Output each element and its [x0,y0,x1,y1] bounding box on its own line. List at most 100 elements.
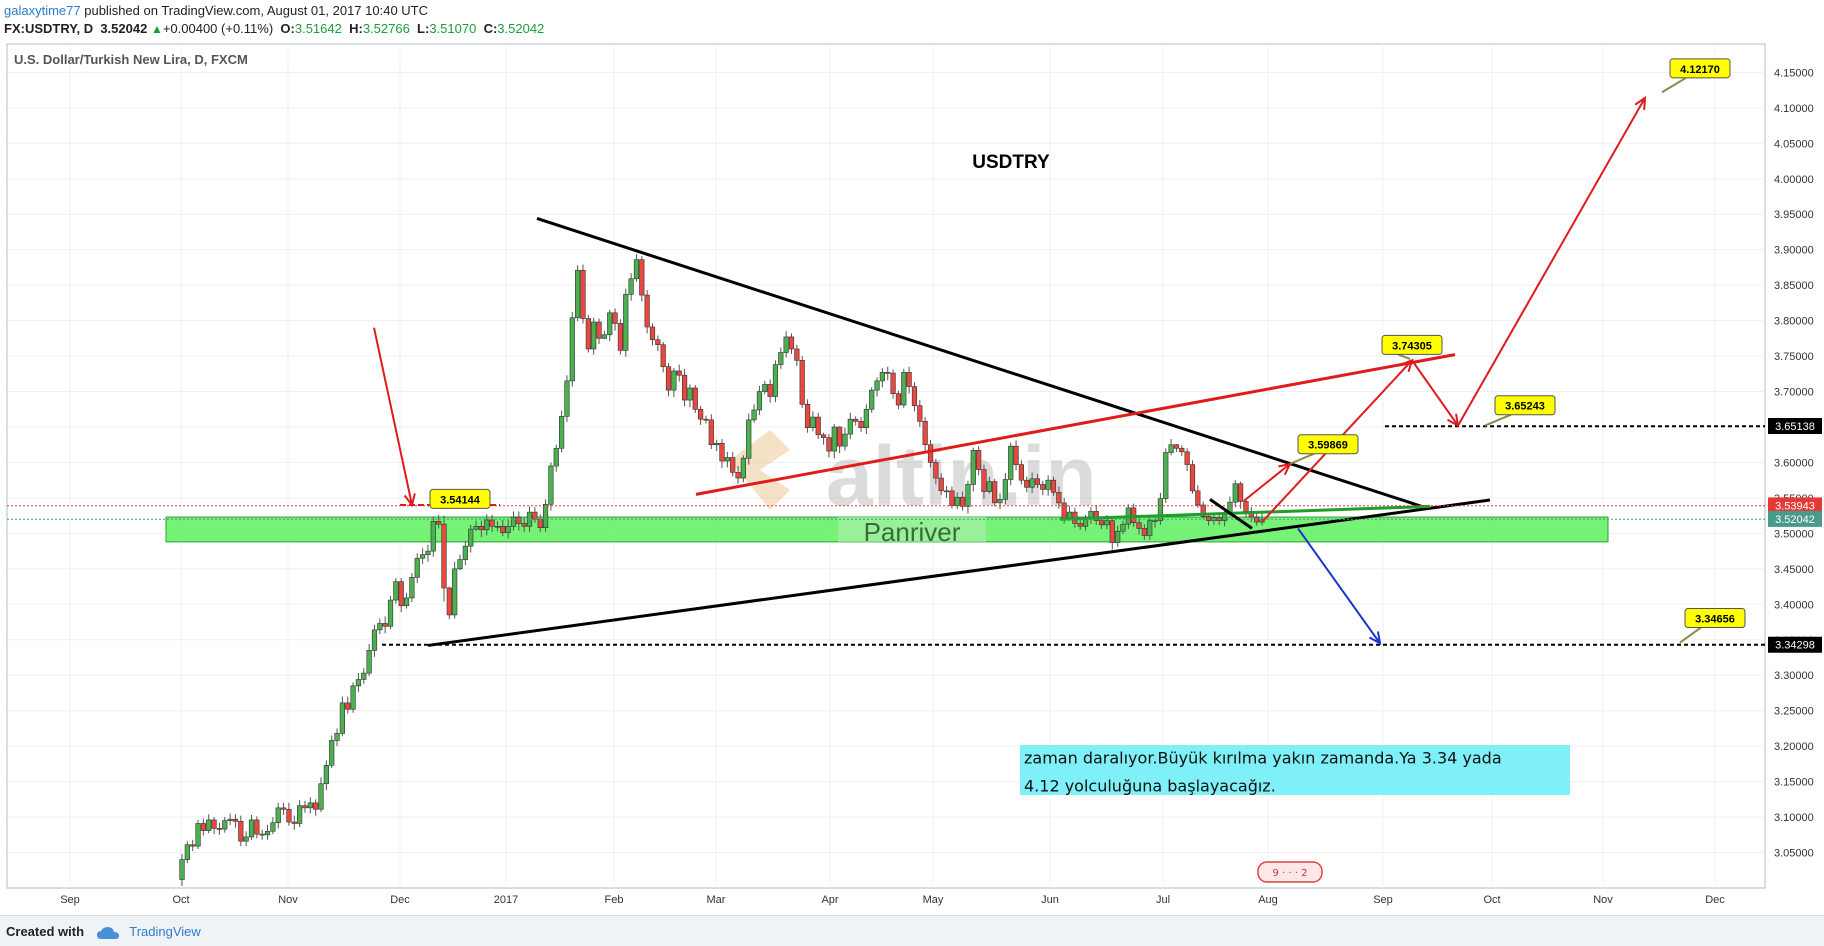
candle-up [965,484,971,507]
zone-label-bg [838,517,986,542]
candle-up [329,740,335,766]
candle-down [837,426,843,447]
author-link[interactable]: galaxytime77 [4,3,81,18]
tradingview-link[interactable]: TradingView [129,924,201,939]
chart-title: U.S. Dollar/Turkish New Lira, D, FXCM [14,52,248,67]
candle-down [906,372,912,387]
candle-down [436,521,442,525]
candle-up [954,496,960,507]
candle-down [890,372,896,394]
callout-pointer [1289,452,1315,465]
candle-down [190,844,196,847]
candle-down [200,823,206,831]
candle-down [719,443,725,462]
callout-box [429,488,491,509]
open-label: O: [280,21,295,36]
candle-down [286,808,292,823]
candle-up [970,450,976,485]
candle-down [1024,479,1030,488]
callout-label: 3.59869 [1308,440,1348,452]
candle-down [1013,445,1019,465]
candle-down [1050,479,1057,493]
callout-box [1494,395,1556,416]
callout-pointer [1397,353,1411,360]
candle-down [489,519,495,527]
candle-down [478,525,485,531]
candle-up [1152,520,1158,522]
publish-line: galaxytime77 published on TradingView.co… [4,3,428,18]
candle-up [227,818,233,821]
price-tag-label: 3.52042 [1775,514,1815,526]
candle-down [345,702,351,710]
triangle-lower-line [427,498,1491,647]
publish-info: published on TradingView.com, August 01,… [84,3,428,18]
price-tag-label: 3.53943 [1775,500,1815,512]
candle-down [676,370,682,376]
y-tick-label: 4.15000 [1774,67,1814,79]
candle-up [1232,483,1238,503]
candle-up [542,503,549,529]
created-with-label: Created with [6,924,85,939]
y-tick-label: 3.20000 [1774,741,1814,753]
x-tick-label: Nov [1593,894,1613,906]
candle-up [355,679,362,687]
y-tick-label: 3.60000 [1774,457,1814,469]
candle-up [778,352,784,365]
candle-up [425,550,431,555]
x-tick-label: Aug [1258,894,1278,906]
y-tick-label: 3.05000 [1774,848,1814,860]
candle-down [895,393,902,406]
candle-up [874,380,880,391]
candle-down [232,818,239,822]
y-tick-label: 3.30000 [1774,670,1814,682]
candle-down [280,807,287,810]
candle-up [1157,498,1164,521]
candle-down [238,821,244,842]
candle-up [607,312,613,336]
stamp-logo: 9 · · · 2 [1257,861,1323,883]
candle-down [1093,511,1099,521]
candle-up [452,568,458,616]
candle-down [708,419,714,446]
candle-up [714,443,720,446]
candle-up [591,321,597,350]
candle-down [1141,528,1147,536]
candle-up [997,499,1003,504]
y-tick-label: 4.10000 [1774,103,1814,115]
candle-up [1104,520,1110,526]
candle-up [879,372,885,382]
note-line-1: zaman daralıyor.Büyük kırılma yakın zama… [1024,749,1502,768]
callout-label: 3.54144 [440,494,481,506]
callout-pointer [1661,76,1687,94]
candle-up [831,426,837,452]
candle-down [211,819,217,829]
candle-up [623,294,629,351]
candle-down [216,828,223,830]
y-tick-label: 3.95000 [1774,209,1814,221]
y-tick-label: 3.45000 [1774,564,1814,576]
candle-up [548,465,554,505]
downside-arrow [1297,527,1381,644]
candle-down [446,587,452,616]
candle-up [222,820,228,830]
green-trendline [1059,504,1431,521]
candle-up [751,409,757,421]
candle-down [1243,501,1249,512]
candle-up [575,269,581,319]
candle-up [1045,479,1051,490]
symbol-name[interactable]: FX:USDTRY, D [4,21,94,36]
candle-up [783,336,789,353]
candle-down [794,348,800,361]
candle-down [1195,490,1201,506]
candle-down [398,581,404,607]
y-tick-label: 3.75000 [1774,351,1814,363]
candle-up [403,597,410,607]
candle-up [393,581,399,601]
candle-up [264,830,271,836]
candle-up [633,259,640,280]
downside-arrow-head [1368,631,1382,646]
y-tick-label: 4.05000 [1774,138,1814,150]
candle-up [297,805,303,824]
candle-down [639,259,645,296]
